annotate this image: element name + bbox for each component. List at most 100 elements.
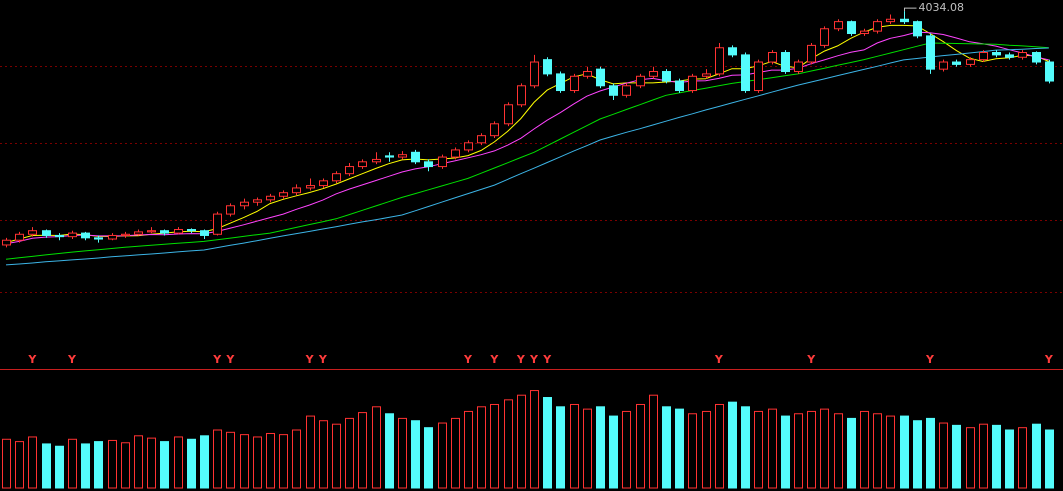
signal-label: Y xyxy=(489,353,499,366)
signal-label: Y xyxy=(305,353,315,366)
volume-bar xyxy=(477,406,486,489)
candle-body xyxy=(860,30,869,35)
volume-bar xyxy=(42,443,51,489)
ma-line xyxy=(5,47,1049,266)
volume-bar xyxy=(517,394,526,489)
candle-body xyxy=(728,47,737,56)
signal-label: Y xyxy=(806,353,816,366)
signal-label: Y xyxy=(1044,353,1054,366)
volume-bar xyxy=(1005,429,1014,489)
candle-body xyxy=(979,52,988,61)
candle-body xyxy=(81,232,90,239)
candle-body xyxy=(332,173,341,182)
volume-bar xyxy=(834,413,843,489)
volume-bar xyxy=(543,397,552,489)
volume-bar xyxy=(596,406,605,489)
candle-body xyxy=(754,61,763,92)
volume-bar xyxy=(94,441,103,489)
volume-bar xyxy=(306,415,315,489)
candle-body xyxy=(926,35,935,70)
volume-bar xyxy=(860,410,869,489)
volume-bar xyxy=(807,410,816,489)
candle-body xyxy=(939,61,948,70)
signal-label: Y xyxy=(925,353,935,366)
annotation: 4034.08 xyxy=(904,1,964,14)
volume-bar xyxy=(556,406,565,489)
volume-bar xyxy=(636,403,645,489)
volume-bar xyxy=(240,434,249,489)
candle-body xyxy=(952,61,961,65)
candle-body xyxy=(530,61,539,87)
volume-bar xyxy=(768,408,777,489)
volume-bar xyxy=(728,401,737,489)
volume-bar xyxy=(226,431,235,489)
candle-body xyxy=(702,73,711,77)
volume-bar xyxy=(1032,423,1041,489)
candle-body xyxy=(306,185,315,189)
volume-bar xyxy=(55,445,64,489)
volume-bar xyxy=(886,415,895,489)
candle-body xyxy=(253,199,262,203)
volume-bar xyxy=(292,429,301,489)
volume-bar xyxy=(200,435,209,489)
signal-label: Y xyxy=(529,353,539,366)
volume-bar xyxy=(358,412,367,489)
candle-body xyxy=(490,123,499,137)
volume-bar xyxy=(174,436,183,489)
candle-body xyxy=(1018,52,1027,58)
volume-bar xyxy=(121,442,130,489)
volume-bar xyxy=(187,438,196,489)
volume-bar xyxy=(68,438,77,489)
signal-label: Y xyxy=(225,353,235,366)
candle-body xyxy=(543,59,552,75)
candle-body xyxy=(688,75,697,92)
volume-bar xyxy=(570,403,579,489)
volume-bar xyxy=(464,410,473,489)
candle-body xyxy=(385,155,394,158)
candle-body xyxy=(820,28,829,46)
volume-bar xyxy=(345,417,354,489)
candle-body xyxy=(913,21,922,37)
volume-bar xyxy=(900,415,909,489)
signal-label: Y xyxy=(67,353,77,366)
candle-body xyxy=(240,201,249,207)
volume-bar xyxy=(622,410,631,489)
volume-bar xyxy=(372,406,381,489)
volume-bar xyxy=(504,399,513,489)
ma-line xyxy=(5,42,1049,260)
candle-body xyxy=(68,232,77,238)
volume-bar xyxy=(649,394,658,489)
candles xyxy=(2,11,1054,248)
candle-body xyxy=(279,192,288,197)
volume-bar xyxy=(490,403,499,489)
volume-bar xyxy=(926,417,935,489)
candle-body xyxy=(292,187,301,194)
candle-body xyxy=(15,233,24,241)
candle-body xyxy=(570,75,579,92)
candle-body xyxy=(768,52,777,63)
candle-body xyxy=(622,85,631,96)
candle-body xyxy=(345,166,354,175)
candle-body xyxy=(966,59,975,65)
candle-body xyxy=(28,230,37,235)
candle-body xyxy=(2,239,11,246)
volume-bar xyxy=(820,408,829,489)
signal-label: Y xyxy=(212,353,222,366)
candle-body xyxy=(213,213,222,235)
volume-bar xyxy=(781,415,790,489)
volume-bar xyxy=(332,423,341,489)
candle-body xyxy=(451,149,460,158)
candle-body xyxy=(741,54,750,92)
candle-body xyxy=(847,21,856,35)
candle-body xyxy=(583,71,592,77)
volume-bar xyxy=(253,436,262,489)
candle-body xyxy=(266,195,275,201)
signal-label: Y xyxy=(27,353,37,366)
candle-body xyxy=(464,142,473,151)
candle-body xyxy=(55,234,64,238)
volume-bar xyxy=(398,417,407,489)
candle-body xyxy=(794,61,803,73)
